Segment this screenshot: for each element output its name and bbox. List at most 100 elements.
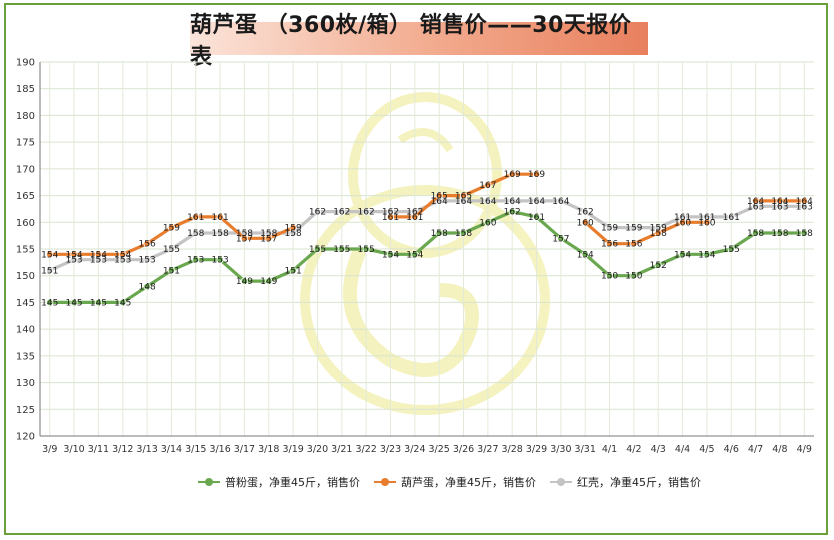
series-point-0 (800, 229, 808, 237)
series-point-0 (313, 245, 322, 253)
series-point-2 (557, 197, 565, 205)
data-label-2: 162 (333, 208, 350, 218)
chart-legend: 普粉蛋，净重45斤，销售价 葫芦蛋，净重45斤，销售价 红壳，净重45斤，销售价 (198, 474, 701, 490)
data-label-1: 164 (796, 197, 813, 207)
x-tick-label: 3/31 (575, 444, 596, 455)
series-point-0 (435, 229, 443, 237)
data-label-1: 161 (382, 213, 399, 223)
x-tick-label: 4/2 (626, 444, 641, 455)
series-point-0 (727, 245, 735, 253)
data-label-1: 160 (577, 218, 594, 228)
x-tick-label: 3/18 (258, 444, 279, 455)
data-label-1: 154 (114, 250, 131, 260)
series-point-2 (167, 245, 176, 253)
series-point-2 (630, 224, 638, 232)
data-label-1: 164 (747, 197, 764, 207)
series-point-2 (46, 266, 54, 274)
data-label-0: 145 (65, 298, 82, 308)
data-label-2: 164 (504, 197, 521, 207)
data-label-0: 145 (90, 298, 107, 308)
data-label-1: 157 (236, 234, 253, 244)
series-point-2 (581, 208, 589, 216)
series-point-1 (654, 229, 662, 237)
x-tick-label: 4/7 (748, 444, 763, 455)
series-point-0 (532, 213, 541, 221)
series-point-0 (289, 266, 297, 274)
legend-item-2: 红壳，净重45斤，销售价 (550, 474, 701, 490)
series-point-0 (751, 229, 760, 237)
series-point-0 (484, 218, 492, 226)
series-point-1 (167, 224, 176, 232)
series-point-1 (435, 191, 443, 200)
series-point-1 (581, 218, 589, 226)
series-point-1 (703, 218, 711, 226)
x-tick-label: 3/12 (112, 444, 133, 455)
series-point-0 (216, 256, 224, 264)
data-label-2: 153 (65, 256, 82, 266)
legend-swatch-dot-1 (381, 478, 389, 486)
data-label-0: 150 (601, 272, 618, 282)
series-point-0 (411, 250, 419, 258)
data-label-2: 162 (382, 208, 399, 218)
x-tick-label: 3/22 (355, 444, 376, 455)
y-tick-label: 185 (16, 84, 35, 95)
data-label-2: 164 (455, 197, 472, 207)
series-point-0 (46, 298, 54, 307)
series-point-1 (94, 250, 103, 258)
y-tick-label: 145 (16, 298, 35, 309)
x-tick-label: 3/25 (428, 444, 449, 455)
legend-item-0: 普粉蛋，净重45斤，销售价 (198, 474, 360, 490)
series-point-0 (119, 298, 127, 307)
data-label-2: 153 (114, 256, 131, 266)
data-label-0: 155 (723, 245, 740, 255)
data-label-0: 153 (212, 256, 229, 266)
data-label-0: 158 (796, 229, 813, 239)
series-point-0 (192, 256, 200, 264)
data-label-0: 155 (309, 245, 326, 255)
data-label-1: 160 (698, 218, 715, 228)
series-point-0 (776, 229, 784, 237)
data-label-0: 151 (163, 266, 180, 276)
data-label-0: 154 (577, 250, 594, 260)
data-label-1: 161 (187, 213, 204, 223)
series-point-1 (265, 234, 273, 242)
series-point-1 (240, 234, 249, 242)
data-label-2: 163 (747, 202, 764, 212)
data-label-1: 165 (431, 192, 448, 202)
data-label-1: 156 (625, 240, 642, 250)
series-point-1 (532, 170, 541, 178)
data-label-2: 153 (90, 256, 107, 266)
axes: 120 125 130 135 140 145 150 155 160 165 170 175 180 1… (16, 58, 814, 455)
chart-title-banner: 葫芦蛋 （360枚/箱） 销售价——30天报价表 (190, 13, 648, 70)
series-point-0 (240, 277, 249, 285)
x-tick-label: 3/20 (307, 444, 328, 455)
x-tick-label: 3/14 (161, 444, 182, 455)
data-label-0: 158 (431, 229, 448, 239)
data-label-2: 161 (674, 213, 691, 223)
data-label-0: 158 (747, 229, 764, 239)
x-tick-label: 3/15 (185, 444, 206, 455)
series-point-2 (508, 197, 516, 205)
data-label-2: 158 (187, 229, 204, 239)
data-label-0: 152 (650, 261, 667, 271)
x-tick-label: 3/19 (282, 444, 303, 455)
series-point-2 (605, 224, 614, 232)
data-label-1: 156 (139, 240, 156, 250)
series-point-1 (605, 240, 614, 248)
legend-label-0: 普粉蛋，净重45斤，销售价 (225, 476, 360, 489)
legend-label-1: 葫芦蛋，净重45斤，销售价 (401, 476, 536, 489)
series-point-1 (459, 191, 468, 200)
y-tick-label: 150 (16, 271, 35, 282)
data-label-0: 145 (41, 298, 58, 308)
data-label-2: 163 (771, 202, 788, 212)
series-point-1 (411, 213, 419, 221)
series-point-1 (70, 250, 78, 258)
data-label-2: 162 (577, 208, 594, 218)
data-label-0: 151 (285, 266, 302, 276)
data-label-1: 156 (601, 240, 618, 250)
data-label-0: 150 (625, 272, 642, 282)
x-tick-label: 3/30 (550, 444, 571, 455)
data-label-1: 154 (41, 250, 58, 260)
data-label-2: 161 (723, 213, 740, 223)
data-label-1: 164 (771, 197, 788, 207)
